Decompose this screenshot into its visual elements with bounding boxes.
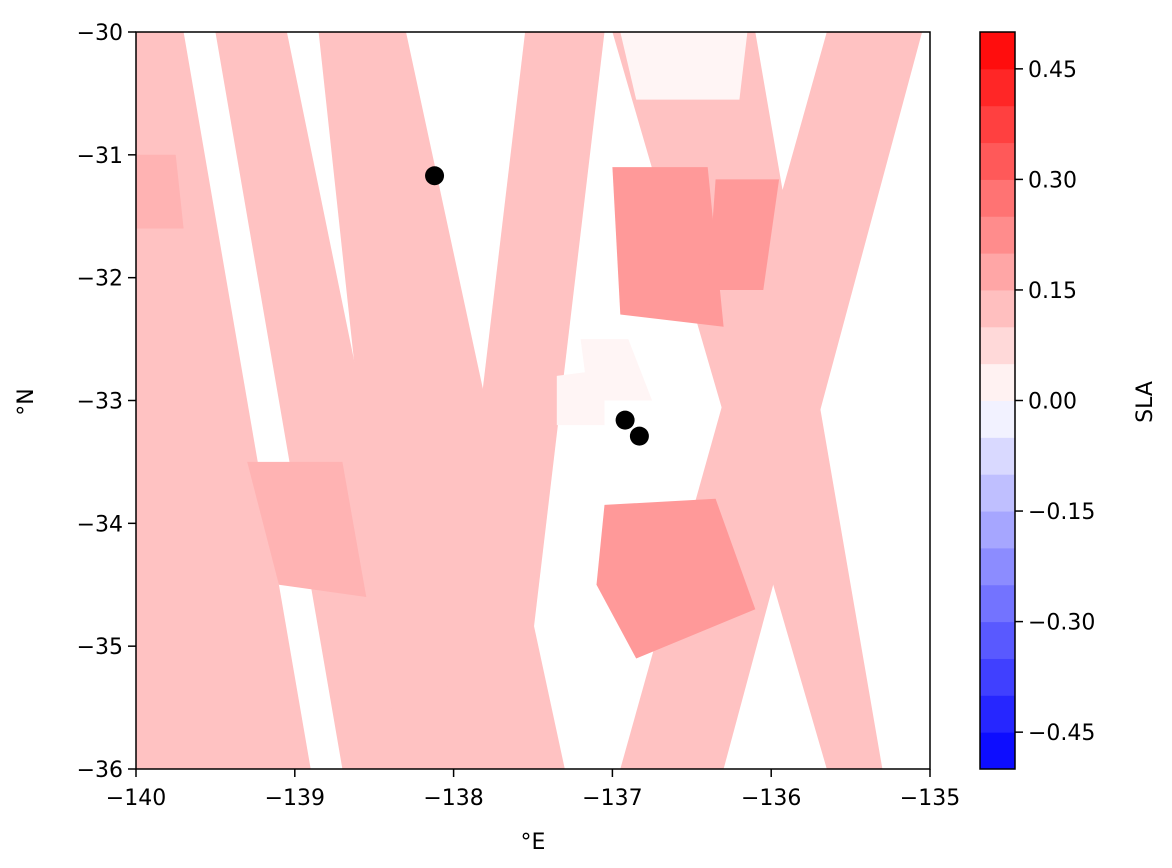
- colorbar-tick-label: −0.30: [1028, 611, 1095, 636]
- observation-point: [615, 410, 635, 430]
- colorbar-tick-label: 0.00: [1028, 390, 1077, 415]
- observation-point: [629, 426, 649, 446]
- sla-region: [136, 154, 184, 229]
- colorbar-tick-label: 0.15: [1028, 279, 1077, 304]
- x-tick-label: −139: [265, 786, 325, 811]
- sla-region: [620, 32, 748, 100]
- sla-region: [556, 369, 605, 426]
- colorbar-swatch: [980, 732, 1015, 770]
- colorbar-swatch: [980, 437, 1015, 475]
- colorbar-swatch: [980, 584, 1015, 623]
- colorbar-swatch: [980, 32, 1015, 70]
- x-axis: −140 −139 −138 −137 −136 −135: [106, 769, 960, 811]
- x-tick-label: −137: [582, 786, 642, 811]
- colorbar-swatch: [980, 142, 1015, 180]
- x-tick-label: −140: [106, 786, 166, 811]
- colorbar-ticks: 0.45 0.30 0.15 0.00 −0.15 −0.30 −0.45: [1015, 58, 1095, 746]
- colorbar-swatch: [980, 179, 1015, 217]
- y-tick-label: −36: [77, 758, 123, 783]
- observation-point: [425, 166, 445, 186]
- sla-swaths: [136, 32, 923, 769]
- colorbar-swatch: [980, 400, 1015, 438]
- y-tick-label: −33: [77, 390, 123, 415]
- colorbar-swatches: [980, 32, 1015, 770]
- colorbar-swatch: [980, 547, 1015, 586]
- x-tick-label: −136: [741, 786, 801, 811]
- observation-points: [425, 166, 649, 446]
- colorbar-swatch: [980, 658, 1015, 696]
- colorbar-label: SLA: [1133, 381, 1158, 423]
- colorbar-swatch: [980, 105, 1015, 144]
- y-axis-label: °N: [14, 388, 39, 415]
- colorbar-swatch: [980, 621, 1015, 659]
- sla-region: [707, 179, 780, 290]
- colorbar: 0.45 0.30 0.15 0.00 −0.15 −0.30 −0.45: [979, 31, 1095, 770]
- sla-regions: [136, 32, 780, 659]
- colorbar-swatch: [980, 216, 1015, 254]
- colorbar-tick-label: −0.45: [1028, 721, 1095, 746]
- y-tick-label: −32: [77, 267, 123, 292]
- y-tick-label: −31: [77, 144, 123, 169]
- colorbar-swatch: [980, 474, 1015, 512]
- colorbar-swatch: [980, 289, 1015, 328]
- colorbar-swatch: [980, 511, 1015, 549]
- colorbar-swatch: [980, 326, 1015, 365]
- map-plot-area: [135, 31, 931, 770]
- sla-region: [596, 498, 756, 659]
- sla-region: [612, 167, 724, 327]
- colorbar-tick-label: 0.30: [1028, 168, 1077, 193]
- colorbar-swatch: [980, 68, 1015, 107]
- y-tick-label: −34: [77, 512, 123, 537]
- y-tick-label: −30: [77, 21, 123, 46]
- x-tick-label: −138: [423, 786, 483, 811]
- colorbar-tick-label: 0.45: [1028, 58, 1077, 83]
- y-axis: −30 −31 −32 −33 −34 −35 −36: [77, 21, 136, 783]
- x-axis-label: °E: [521, 830, 546, 855]
- sla-region: [247, 461, 367, 597]
- x-tick-label: −135: [900, 786, 960, 811]
- colorbar-swatch: [980, 253, 1015, 291]
- colorbar-tick-label: −0.15: [1028, 500, 1095, 525]
- y-tick-label: −35: [77, 635, 123, 660]
- colorbar-swatch: [980, 695, 1015, 733]
- sla-swath: [437, 32, 605, 769]
- colorbar-swatch: [980, 363, 1015, 401]
